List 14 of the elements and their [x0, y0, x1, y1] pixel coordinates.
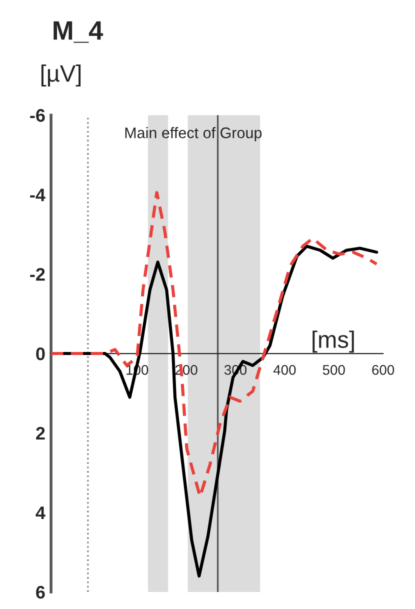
y-axis-title: [µV]: [41, 64, 81, 86]
y-tick-label: -4: [30, 188, 46, 202]
x-tick-label: 500: [322, 365, 345, 375]
x-tick-label: 400: [273, 365, 296, 375]
y-tick-label: 4: [36, 506, 46, 520]
x-axis-title: [ms]: [312, 330, 354, 353]
y-tick-label: -6: [30, 109, 45, 122]
y-tick-label: 2: [36, 426, 45, 440]
chart-title: M_4: [54, 21, 104, 43]
y-tick-label: 6: [36, 586, 45, 599]
x-tick-label: 600: [372, 365, 394, 375]
y-tick-label: -2: [30, 268, 45, 281]
y-tick-label: 0: [36, 347, 45, 360]
annotation: Main effect of Group: [125, 127, 262, 142]
